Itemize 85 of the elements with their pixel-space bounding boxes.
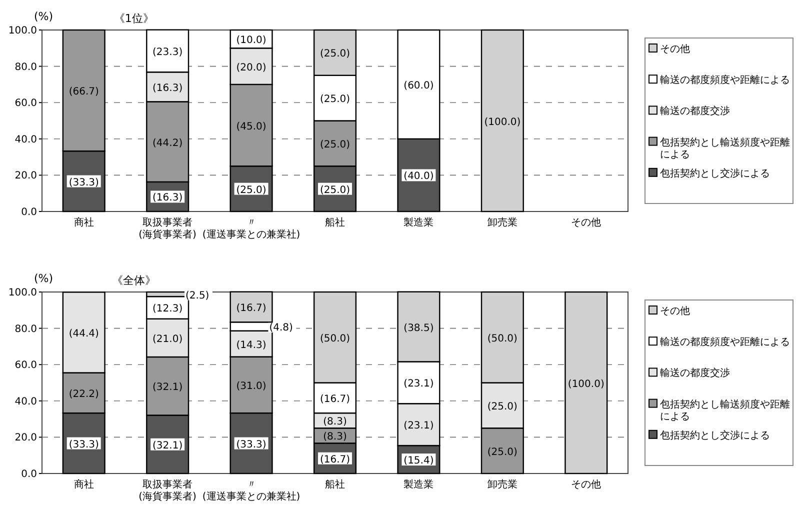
- legend-label: その他: [660, 304, 690, 316]
- x-tick-label: 製造業: [404, 478, 434, 490]
- data-label: (25.0): [487, 446, 518, 458]
- y-tick-label: 80.0: [14, 62, 37, 73]
- x-tick-label: 製造業: [404, 216, 434, 228]
- x-tick-label: 商社: [74, 478, 94, 490]
- data-label: (8.3): [323, 431, 347, 442]
- y-tick-label: 0.0: [21, 207, 37, 218]
- data-label: (33.3): [68, 438, 99, 450]
- y-tick-label: 40.0: [14, 396, 37, 407]
- data-label: (45.0): [236, 121, 266, 132]
- data-label: (25.0): [320, 184, 350, 196]
- x-tick-label: 〃 (運送事業との兼業社): [202, 218, 300, 240]
- x-tick-label: 船社: [325, 216, 345, 228]
- bar: [480, 29, 524, 212]
- data-label: (21.0): [152, 333, 183, 344]
- data-label: (15.4): [404, 455, 434, 466]
- data-label: (22.2): [68, 388, 99, 400]
- data-label: (14.3): [236, 339, 266, 350]
- y-axis-title: (%): [34, 272, 54, 284]
- y-tick-label: 100.0: [8, 287, 37, 298]
- data-label: (25.0): [320, 94, 350, 106]
- data-label: (8.3): [323, 416, 347, 428]
- data-label: (2.5): [186, 290, 210, 301]
- chart-title: 《全体》: [112, 274, 156, 286]
- x-tick-label: 商社: [74, 216, 94, 228]
- y-tick-label: 20.0: [14, 170, 37, 182]
- data-label: (4.8): [269, 322, 294, 333]
- data-label: (23.1): [404, 378, 434, 390]
- data-label: (16.7): [320, 393, 350, 404]
- x-tick-label: 船社: [325, 478, 345, 490]
- data-label: (25.0): [236, 184, 266, 196]
- legend-label: 輸送の都度頻度や距離による: [660, 336, 790, 348]
- data-label: (66.7): [68, 86, 99, 98]
- data-label: (25.0): [487, 400, 518, 412]
- legend-label: 包括契約とし輸送頻度や距離による: [660, 136, 790, 160]
- legend-label: 包括契約とし輸送頻度や距離による: [660, 398, 790, 422]
- bar: [564, 290, 608, 474]
- data-label: (33.3): [68, 177, 99, 188]
- data-label: (100.0): [568, 378, 604, 390]
- data-label: (44.4): [68, 328, 99, 339]
- data-label: (20.0): [236, 62, 266, 74]
- y-tick-label: 80.0: [14, 323, 37, 334]
- y-tick-label: 100.0: [8, 26, 37, 36]
- x-tick-label: 取扱事業者 (海貨事業者): [138, 478, 197, 502]
- data-label: (44.2): [152, 138, 183, 149]
- y-tick-label: 0.0: [21, 468, 37, 480]
- y-tick-label: 60.0: [14, 98, 37, 110]
- x-tick-label: 〃 (運送事業との兼業社): [202, 479, 300, 502]
- data-label: (60.0): [404, 80, 434, 92]
- data-label: (16.3): [152, 82, 183, 94]
- x-tick-label: その他: [571, 216, 602, 228]
- legend-label: 輸送の都度交渉: [660, 105, 730, 118]
- y-axis-title: (%): [34, 10, 54, 23]
- data-label: (32.1): [152, 440, 183, 451]
- data-label: (32.1): [152, 382, 183, 393]
- data-label: (40.0): [404, 171, 434, 182]
- data-label: (50.0): [487, 332, 518, 344]
- legend-label: その他: [660, 43, 690, 55]
- data-label: (23.3): [152, 46, 183, 58]
- data-label: (23.1): [404, 420, 434, 432]
- data-label: (33.3): [236, 438, 266, 450]
- data-label: (25.0): [320, 139, 350, 150]
- y-tick-label: 60.0: [14, 360, 37, 371]
- legend-label: 包括契約とし交渉による: [660, 428, 770, 441]
- data-label: (100.0): [484, 116, 521, 128]
- x-tick-label: その他: [571, 478, 602, 490]
- data-label: (38.5): [404, 322, 434, 334]
- data-label: (16.7): [320, 454, 350, 465]
- data-label: (31.0): [236, 380, 266, 392]
- legend-label: 輸送の都度交渉: [660, 366, 730, 379]
- data-label: (16.7): [236, 302, 266, 314]
- data-label: (16.3): [152, 192, 183, 204]
- x-tick-label: 卸売業: [487, 478, 518, 490]
- x-tick-label: 卸売業: [487, 216, 518, 228]
- legend-label: 包括契約とし交渉による: [660, 167, 770, 180]
- data-label: (10.0): [236, 35, 266, 46]
- data-label: (25.0): [320, 48, 350, 60]
- y-tick-label: 40.0: [14, 134, 37, 146]
- data-label: (50.0): [320, 332, 350, 344]
- chart-title: 《1位》: [114, 12, 154, 25]
- x-tick-label: 取扱事業者 (海貨事業者): [138, 216, 197, 240]
- legend-label: 輸送の都度頻度や距離による: [660, 74, 790, 86]
- data-label: (12.3): [152, 303, 183, 314]
- y-tick-label: 20.0: [14, 432, 37, 444]
